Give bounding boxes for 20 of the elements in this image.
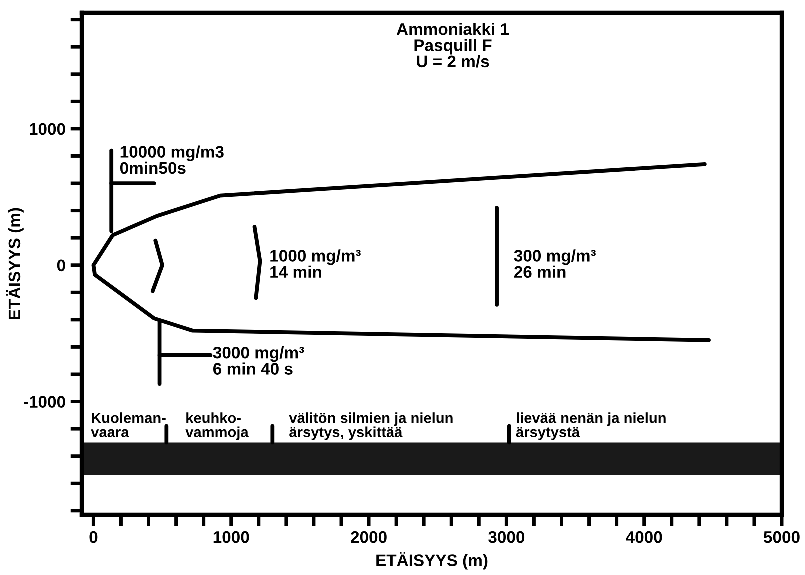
annotation: 1000 mg/m³ 14 min: [270, 250, 361, 278]
y-tick-label: 0: [57, 260, 66, 272]
x-tick-label: 1000: [214, 531, 250, 544]
y-tick-label: -1000: [24, 396, 66, 408]
annotation: Ammoniakki 1 Pasquill F U = 2 m/s: [396, 23, 510, 68]
x-tick-label: 3000: [488, 531, 525, 544]
x-tick-label: 5000: [764, 531, 800, 544]
annotation: keuhko- vammoja: [186, 412, 249, 440]
annotation: 300 mg/m³ 26 min: [514, 250, 596, 278]
annotation: 3000 mg/m³ 6 min 40 s: [213, 346, 304, 375]
annotation: lievää nenän ja nielun ärsytystä: [516, 412, 666, 440]
y-tick-label: 1000: [30, 123, 66, 136]
annotation: välitön silmien ja nielun ärsytys, yskittää: [289, 412, 453, 440]
annotation: Kuoleman- vaara: [91, 412, 166, 438]
annotation: 10000 mg/m3 0min50s: [120, 146, 224, 174]
y-axis-title: ETÄISYYS (m): [6, 208, 24, 320]
x-tick-label: 0: [90, 531, 98, 544]
x-tick-label: 2000: [351, 531, 387, 544]
x-tick-label: 4000: [626, 531, 662, 544]
x-axis-title: ETÄISYYS (m): [376, 552, 488, 570]
